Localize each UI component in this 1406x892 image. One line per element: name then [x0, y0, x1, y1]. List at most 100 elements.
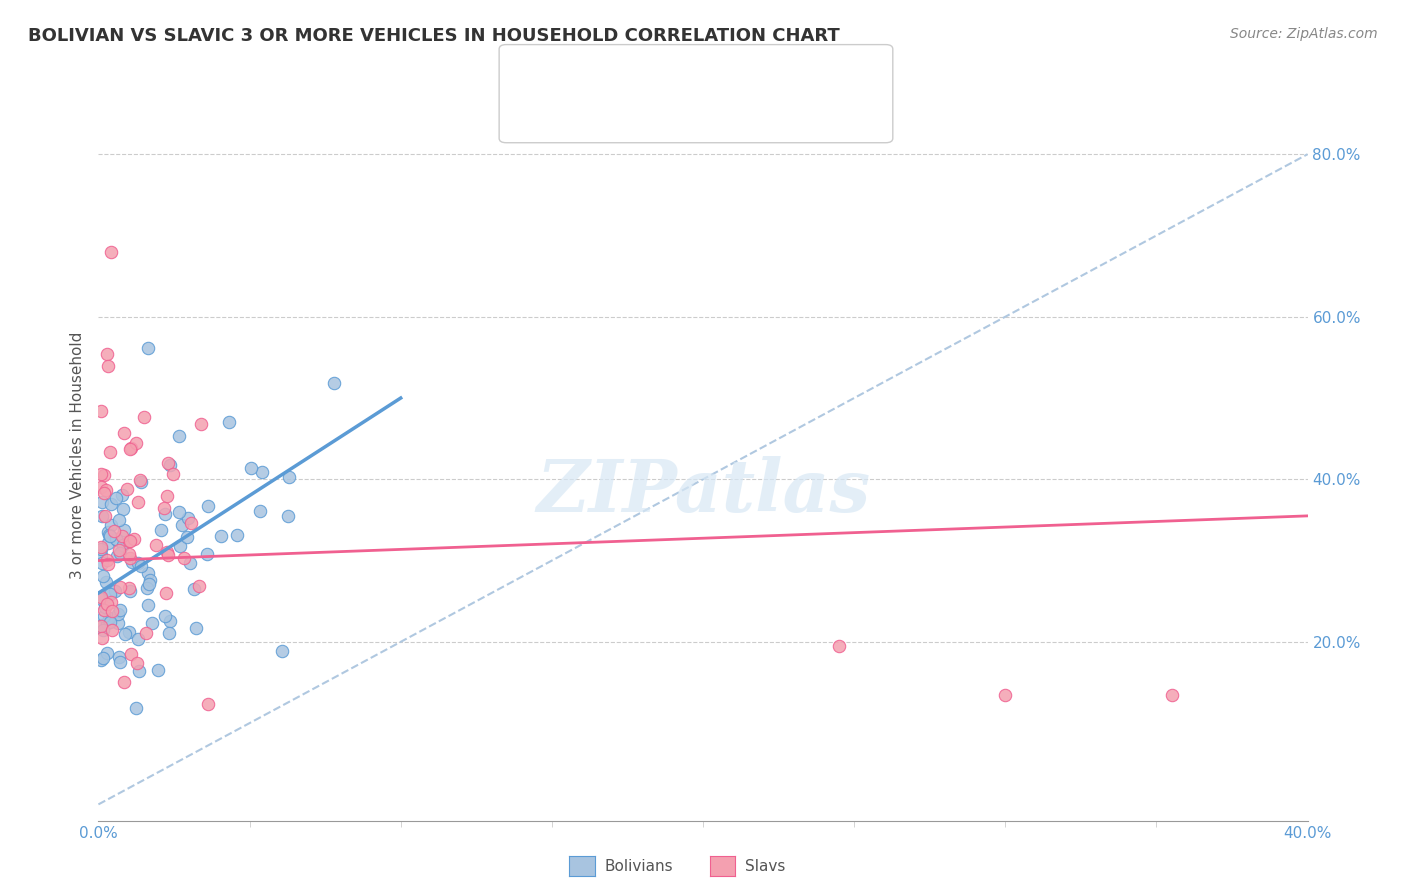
Bolivians	[111, 488, 134, 502]
Bolivians	[146, 663, 169, 677]
Slavs	[127, 495, 149, 509]
Slavs	[115, 483, 138, 497]
Bolivians	[105, 491, 128, 505]
Slavs	[112, 675, 135, 690]
Bolivians	[108, 655, 131, 669]
Slavs	[125, 436, 148, 450]
Bolivians	[91, 556, 114, 570]
Slavs	[190, 417, 212, 432]
Bolivians	[100, 529, 122, 543]
Bolivians	[96, 646, 118, 660]
Bolivians	[90, 618, 112, 632]
Slavs	[90, 480, 112, 494]
Bolivians	[111, 538, 134, 552]
Bolivians	[197, 499, 219, 513]
Slavs	[120, 441, 142, 455]
Slavs	[145, 539, 167, 553]
Bolivians	[209, 529, 232, 543]
Bolivians	[118, 583, 141, 598]
Slavs	[173, 551, 195, 566]
Bolivians	[98, 587, 121, 601]
Bolivians	[100, 497, 122, 511]
Bolivians	[138, 342, 160, 356]
Slavs	[153, 501, 176, 516]
Slavs	[135, 625, 157, 640]
Bolivians	[90, 549, 112, 563]
Slavs	[120, 551, 142, 566]
Slavs	[156, 549, 179, 563]
Bolivians	[90, 542, 112, 557]
Bolivians	[107, 513, 129, 527]
Slavs	[117, 547, 139, 561]
Bolivians	[108, 546, 131, 560]
Bolivians	[277, 509, 299, 524]
Bolivians	[167, 429, 190, 443]
Bolivians	[139, 574, 162, 588]
Bolivians	[93, 609, 115, 624]
Bolivians	[323, 376, 346, 390]
Bolivians	[94, 600, 117, 615]
Bolivians	[114, 626, 136, 640]
Slavs	[1160, 688, 1182, 702]
Text: R = 0.058   N = 60: R = 0.058 N = 60	[555, 112, 725, 129]
Text: R = 0.403   N = 87: R = 0.403 N = 87	[555, 76, 725, 94]
Slavs	[134, 409, 156, 424]
Bolivians	[104, 584, 127, 599]
Bolivians	[138, 576, 160, 591]
Bolivians	[131, 558, 153, 573]
Bolivians	[129, 475, 152, 489]
Slavs	[197, 698, 219, 712]
Bolivians	[240, 460, 263, 475]
Bolivians	[90, 653, 112, 667]
Slavs	[94, 483, 117, 497]
Slavs	[157, 456, 180, 470]
Bolivians	[98, 528, 121, 542]
Slavs	[156, 490, 179, 504]
Bolivians	[107, 650, 129, 665]
Bolivians	[127, 557, 149, 571]
Slavs	[97, 557, 120, 571]
Slavs	[96, 553, 118, 567]
Bolivians	[124, 700, 146, 714]
Bolivians	[91, 651, 114, 665]
Text: Source: ZipAtlas.com: Source: ZipAtlas.com	[1230, 27, 1378, 41]
Slavs	[127, 657, 149, 671]
Bolivians	[112, 523, 135, 537]
Bolivians	[176, 530, 198, 544]
Bolivians	[107, 615, 129, 630]
Slavs	[90, 591, 112, 605]
Slavs	[100, 595, 122, 609]
Slavs	[90, 540, 112, 554]
Bolivians	[136, 566, 159, 580]
Slavs	[156, 545, 179, 559]
Slavs	[101, 605, 124, 619]
Slavs	[97, 359, 120, 374]
Bolivians	[249, 504, 271, 518]
Bolivians	[226, 528, 249, 542]
Bolivians	[94, 575, 117, 590]
Slavs	[108, 542, 131, 557]
Bolivians	[159, 626, 181, 640]
Slavs	[96, 597, 118, 611]
Slavs	[120, 647, 142, 661]
Bolivians	[270, 643, 292, 657]
Slavs	[93, 602, 115, 616]
Bolivians	[150, 523, 173, 537]
Bolivians	[153, 507, 176, 521]
Bolivians	[183, 582, 205, 596]
Slavs	[108, 581, 131, 595]
Bolivians	[127, 632, 149, 646]
Bolivians	[105, 549, 128, 563]
Bolivians	[107, 607, 129, 621]
Bolivians	[100, 517, 122, 532]
Text: Slavs: Slavs	[745, 859, 786, 874]
Bolivians	[218, 415, 240, 429]
Slavs	[101, 623, 124, 637]
Bolivians	[118, 624, 141, 639]
Slavs	[162, 467, 184, 482]
Bolivians	[90, 591, 112, 606]
Slavs	[187, 579, 209, 593]
Slavs	[90, 632, 112, 646]
Slavs	[90, 403, 112, 417]
Slavs	[103, 524, 125, 539]
